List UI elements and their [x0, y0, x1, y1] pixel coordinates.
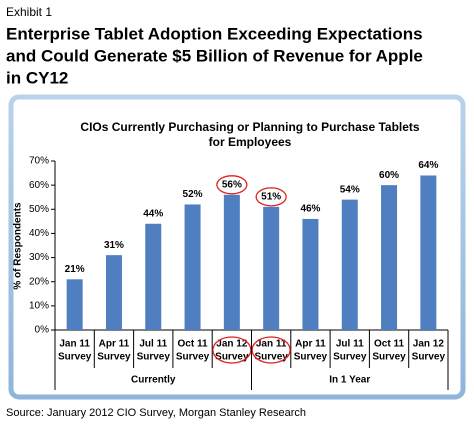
- bar: [263, 206, 280, 330]
- bar: [184, 204, 201, 330]
- x-tick-label: Jan 11: [59, 339, 90, 350]
- value-label: 60%: [379, 170, 399, 181]
- value-label: 51%: [261, 192, 281, 203]
- chart-title: for Employees: [209, 135, 292, 149]
- x-tick-label: Survey: [254, 352, 288, 363]
- group-label: In 1 Year: [329, 375, 370, 386]
- y-tick-label: 30%: [29, 252, 49, 263]
- group-label: Currently: [131, 375, 176, 386]
- highlight-circle: [255, 187, 287, 207]
- x-tick-label: Oct 11: [374, 339, 404, 350]
- x-tick-label: Jul 11: [336, 339, 364, 350]
- x-tick-label: Apr 11: [99, 339, 130, 350]
- value-label: 44%: [143, 208, 163, 219]
- bar: [105, 255, 122, 330]
- y-tick-label: 50%: [29, 204, 49, 215]
- x-tick-label: Survey: [372, 352, 406, 363]
- x-tick-label: Apr 11: [295, 339, 326, 350]
- value-label: 21%: [65, 264, 85, 275]
- bar: [341, 199, 358, 330]
- x-tick-label: Survey: [333, 352, 367, 363]
- bar: [381, 185, 398, 330]
- bar: [66, 279, 83, 330]
- x-tick-label: Survey: [58, 352, 92, 363]
- bar: [302, 218, 319, 330]
- value-label: 46%: [300, 204, 320, 215]
- value-label: 31%: [104, 240, 124, 251]
- x-tick-label: Survey: [294, 352, 328, 363]
- highlight-circle: [216, 175, 248, 195]
- value-label: 54%: [340, 184, 360, 195]
- headline: Enterprise Tablet Adoption Exceeding Exp…: [6, 24, 423, 43]
- x-tick-label: Oct 11: [178, 339, 208, 350]
- source: Source: January 2012 CIO Survey, Morgan …: [6, 407, 306, 419]
- x-tick-label: Jul 11: [139, 339, 167, 350]
- y-tick-label: 0%: [35, 325, 50, 336]
- value-label: 64%: [418, 160, 438, 171]
- x-tick-label: Jan 12: [413, 339, 445, 350]
- headline: and Could Generate $5 Billion of Revenue…: [6, 46, 423, 65]
- exhibit: Exhibit 1: [6, 5, 52, 19]
- y-axis-label: % of Respondents: [13, 202, 24, 290]
- bar: [420, 175, 437, 330]
- bar: [145, 223, 162, 330]
- value-label: 56%: [222, 179, 242, 190]
- y-tick-label: 60%: [29, 180, 49, 191]
- x-tick-label: Survey: [176, 352, 210, 363]
- x-tick-label: Survey: [215, 352, 249, 363]
- chart-title: CIOs Currently Purchasing or Planning to…: [80, 120, 420, 134]
- x-tick-label: Survey: [97, 352, 131, 363]
- x-tick-label: Jan 12: [216, 339, 248, 350]
- y-tick-label: 70%: [29, 156, 49, 167]
- highlight-circle: [251, 336, 291, 364]
- headline: in CY12: [6, 68, 68, 87]
- y-tick-label: 20%: [29, 276, 49, 287]
- bar: [223, 194, 240, 330]
- highlight-circle: [212, 336, 252, 364]
- y-tick-label: 40%: [29, 228, 49, 239]
- y-tick-label: 10%: [29, 300, 49, 311]
- x-tick-label: Jan 11: [256, 339, 287, 350]
- value-label: 52%: [183, 189, 203, 200]
- x-tick-label: Survey: [412, 352, 446, 363]
- x-tick-label: Survey: [137, 352, 171, 363]
